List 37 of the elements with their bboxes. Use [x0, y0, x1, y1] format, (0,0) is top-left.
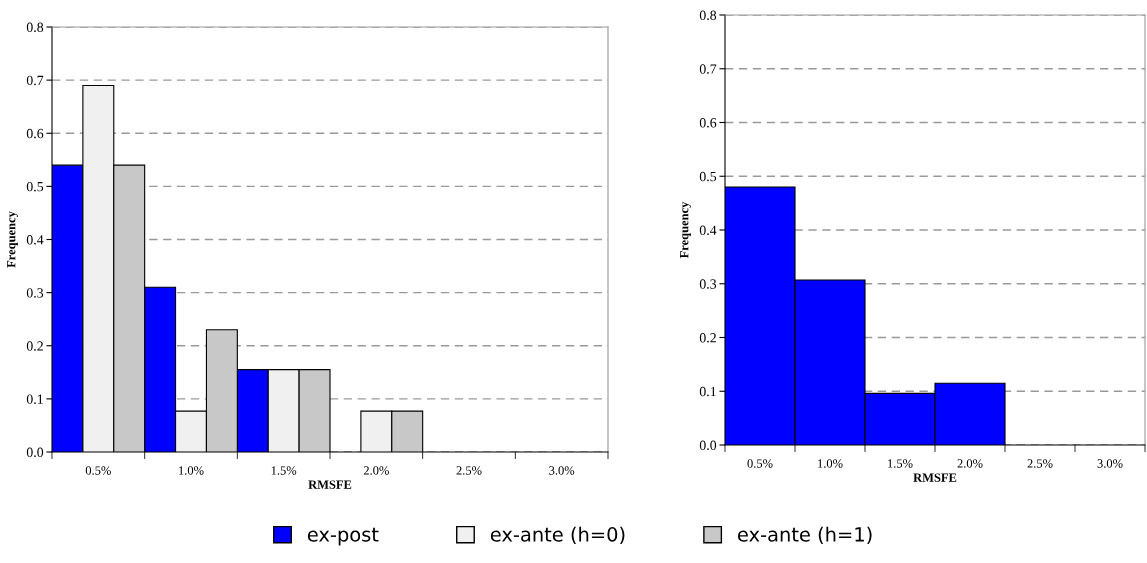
y-tick-label: 0.4	[699, 225, 717, 236]
y-axis-title: Frequency	[7, 211, 18, 268]
x-tick-label: 2.0%	[363, 466, 389, 475]
y-tick-label: 0.3	[26, 288, 44, 298]
y-tick-label: 0.0	[699, 440, 717, 451]
y-tick-label: 0.6	[699, 118, 717, 128]
x-tick-label: 3.0%	[1097, 459, 1123, 468]
legend-label: ex-ante (h=1)	[738, 526, 872, 545]
x-tick-label: 2.5%	[456, 466, 482, 475]
x-tick-label: 2.0%	[957, 459, 983, 468]
x-tick-label: 0.5%	[747, 459, 773, 468]
x-axis-title: RMSFE	[913, 473, 957, 482]
legend-label: ex-ante (h=0)	[490, 526, 625, 545]
y-tick-label: 0.8	[26, 22, 44, 33]
x-tick-label: 0.5%	[85, 466, 111, 475]
x-tick-label: 1.5%	[888, 459, 913, 468]
y-tick-label: 0.6	[26, 128, 44, 139]
x-tick-label: 2.5%	[1027, 459, 1053, 468]
x-tick-label: 1.5%	[271, 466, 297, 475]
y-tick-label: 0.8	[699, 10, 717, 21]
y-tick-label: 0.3	[699, 279, 717, 289]
x-tick-label: 1.0%	[179, 466, 204, 475]
y-tick-label: 0.1	[699, 386, 716, 397]
y-tick-label: 0.1	[26, 394, 43, 404]
y-tick-label: 0.2	[699, 333, 716, 343]
y-tick-label: 0.5	[26, 181, 44, 192]
y-tick-label: 0.7	[699, 64, 717, 74]
y-tick-label: 0.2	[26, 341, 43, 351]
x-axis-title: RMSFE	[308, 480, 352, 489]
x-tick-label: 1.0%	[818, 459, 843, 468]
x-tick-label: 3.0%	[549, 466, 575, 475]
y-tick-label: 0.4	[26, 235, 44, 245]
y-axis-title: Frequency	[680, 201, 691, 259]
legend-label: ex-post	[307, 527, 379, 546]
y-tick-label: 0.7	[26, 75, 44, 86]
y-tick-label: 0.0	[26, 447, 44, 458]
y-tick-label: 0.5	[699, 171, 717, 182]
